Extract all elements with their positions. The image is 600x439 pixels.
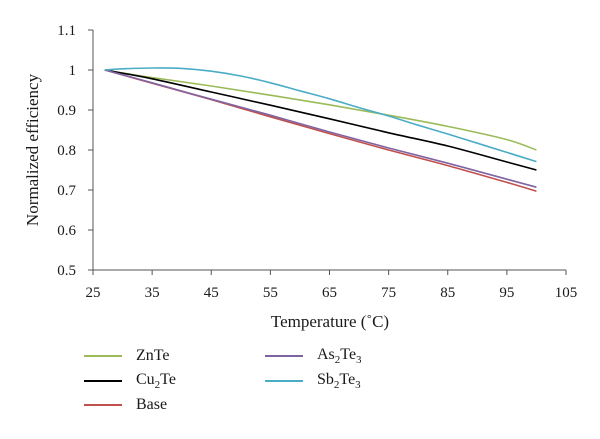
y-tick-label: 0.6 (57, 223, 76, 239)
x-tick-label: 45 (204, 285, 219, 301)
chart-ticks: 0.5 0.6 0.7 0.8 0.9 1 1.1 25 35 45 55 65 75 85 95 105 (57, 23, 577, 301)
x-tick-label: 55 (263, 285, 278, 301)
y-tick-label: 0.8 (57, 143, 76, 159)
y-tick-label: 0.9 (57, 103, 76, 119)
x-tick-label: 75 (381, 285, 396, 301)
x-tick-label: 25 (86, 285, 101, 301)
series-line-znte (104, 69, 537, 151)
x-tick-label: 65 (322, 285, 337, 301)
y-axis-label: Normalized efficiency (23, 73, 42, 226)
x-tick-label: 95 (499, 285, 514, 301)
y-tick-label: 1 (69, 63, 77, 79)
x-tick-label: 85 (440, 285, 455, 301)
chart-axes (92, 30, 566, 271)
y-tick-label: 1.1 (57, 23, 76, 39)
series-line-cu2te (104, 69, 537, 171)
y-tick-label: 0.5 (57, 263, 76, 279)
y-tick-label: 0.7 (57, 183, 76, 199)
x-tick-label: 105 (555, 285, 578, 301)
x-tick-label: 35 (145, 285, 160, 301)
x-axis-label: Temperature (˚C) (271, 312, 389, 331)
chart-lines (104, 67, 537, 192)
series-line-sb2te3 (104, 67, 537, 163)
series-line-as2te3 (104, 69, 537, 188)
